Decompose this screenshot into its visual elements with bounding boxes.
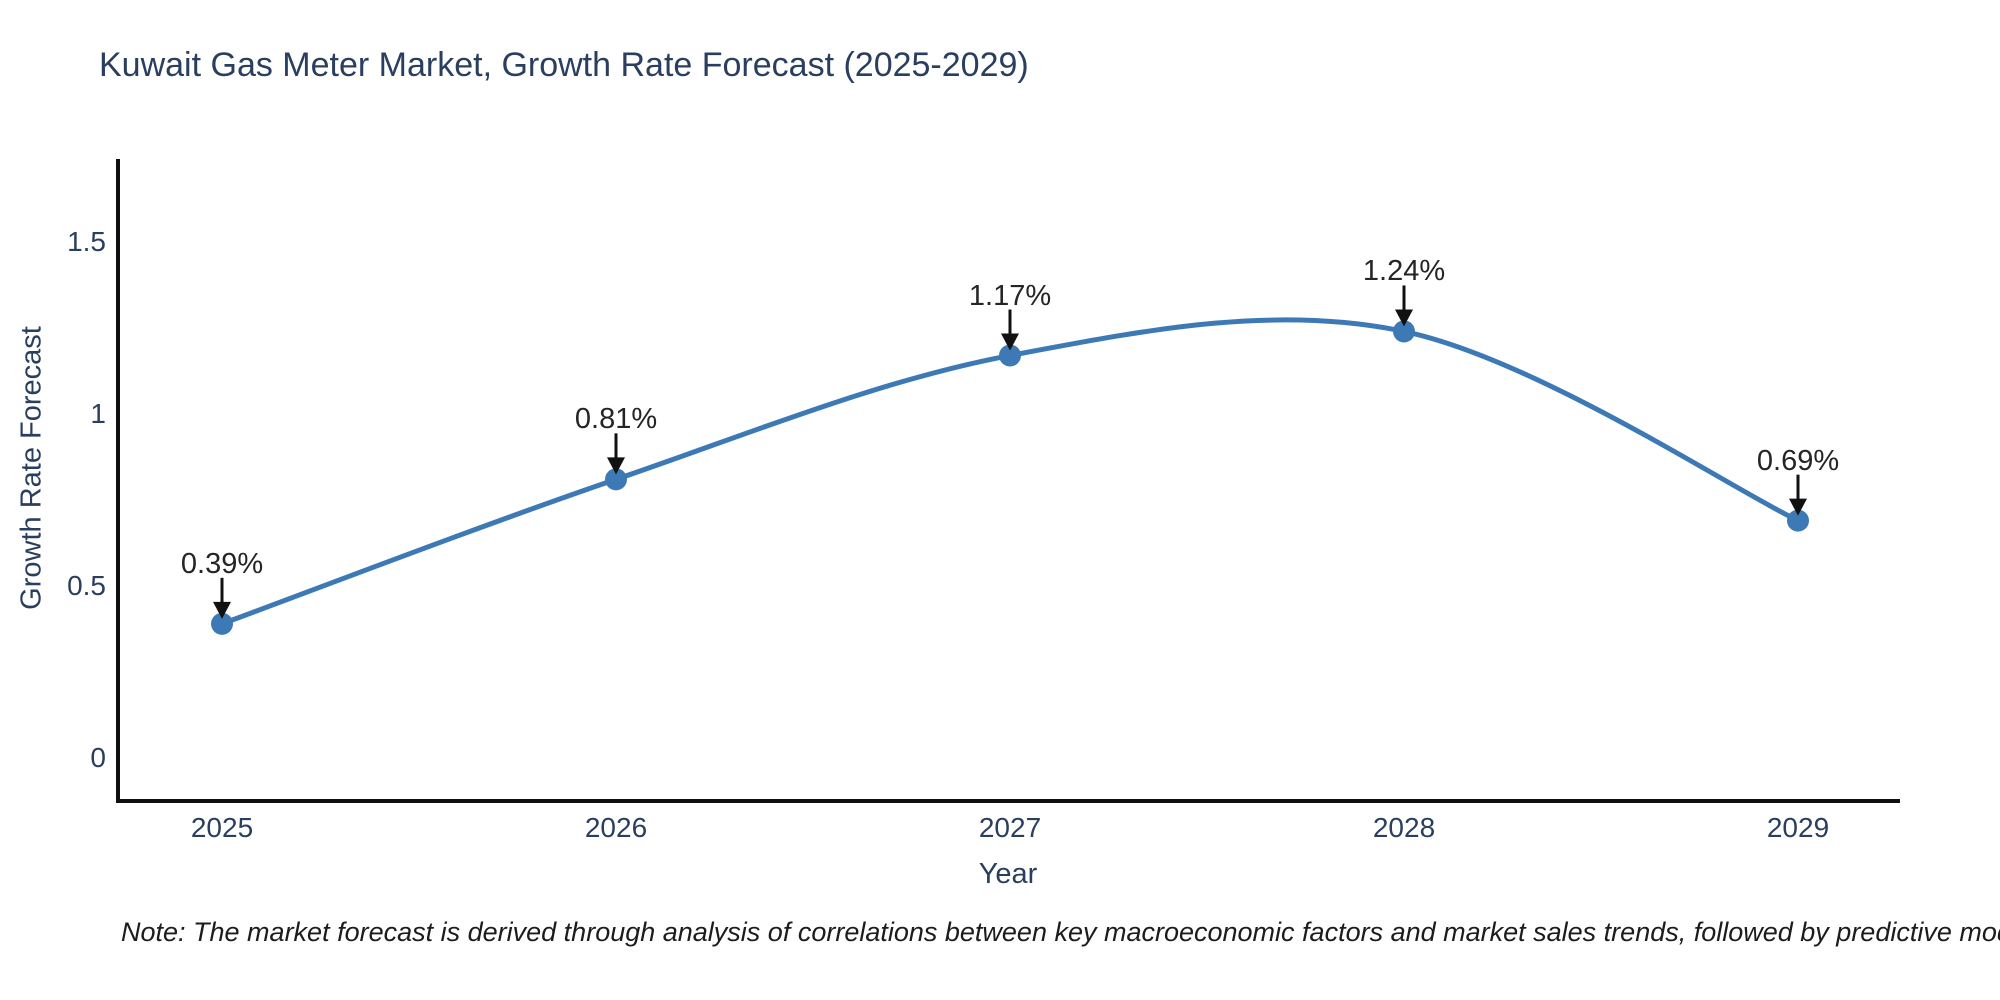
data-point-2025[interactable] [211,612,233,635]
footnote: Note: The market forecast is derived thr… [121,917,2000,947]
annotation-label-2027: 1.17% [968,279,1052,312]
annotation-arrowhead [213,601,231,619]
data-point-2029[interactable] [1787,509,1809,532]
data-point-2028[interactable] [1393,320,1415,343]
y-tick-label-0: 0 [90,742,106,773]
annotation-arrowhead [607,457,625,475]
y-tick-label-1.5: 1.5 [67,226,106,257]
annotation-label-2029: 0.69% [1756,444,1840,477]
x-tick-label-2025: 2025 [190,812,254,843]
annotation-arrowhead [1789,498,1807,516]
annotation-arrowhead [1395,309,1413,327]
y-axis-title: Growth Rate Forecast [15,326,48,610]
annotation-arrowhead [1001,333,1019,351]
annotation-label-2025: 0.39% [180,547,264,580]
y-tick-label-0.5: 0.5 [67,570,106,601]
y-tick-label-1: 1 [90,398,106,429]
x-tick-label-2027: 2027 [978,812,1042,843]
x-axis-title: Year [978,858,1038,890]
data-point-2027[interactable] [999,344,1021,367]
chart-title: Kuwait Gas Meter Market, Growth Rate For… [99,46,1029,84]
annotation-label-2026: 0.81% [574,403,658,436]
data-point-2026[interactable] [605,468,627,491]
annotation-label-2028: 1.24% [1362,255,1446,288]
x-tick-label-2028: 2028 [1372,812,1436,843]
x-tick-label-2026: 2026 [584,812,648,843]
x-tick-label-2029: 2029 [1766,812,1830,843]
